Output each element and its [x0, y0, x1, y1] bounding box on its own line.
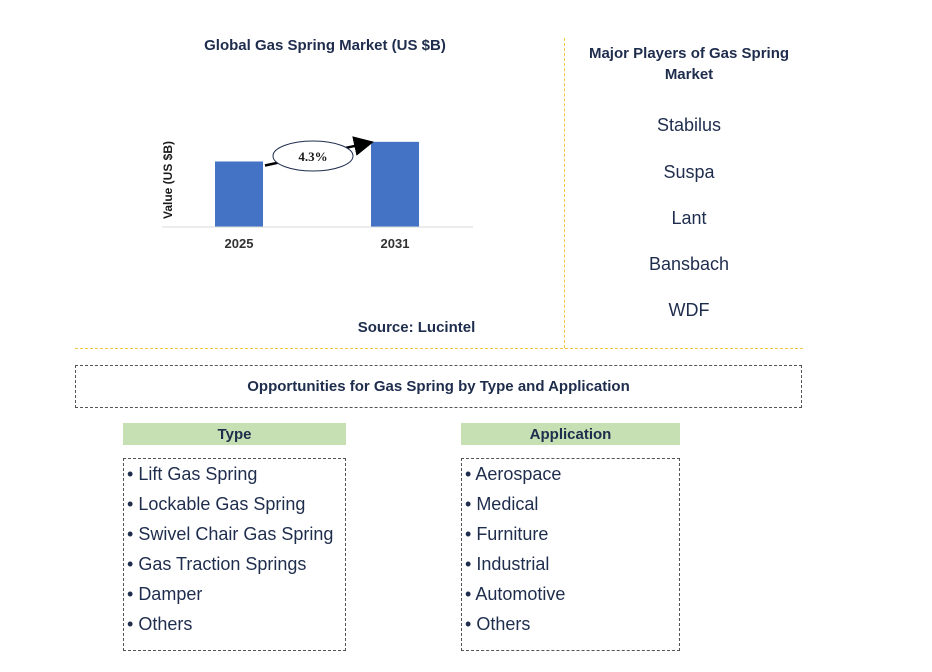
- application-item-text: Furniture: [476, 524, 549, 544]
- type-header: Type: [123, 423, 346, 445]
- type-item-text: Gas Traction Springs: [138, 554, 307, 574]
- type-header-label: Type: [217, 425, 252, 443]
- application-header: Application: [461, 423, 680, 445]
- type-item-text: Swivel Chair Gas Spring: [138, 524, 334, 544]
- application-item-text: Others: [476, 614, 531, 634]
- application-item-text: Automotive: [475, 584, 566, 604]
- horizontal-divider: [75, 348, 803, 349]
- list-item: • Damper: [127, 584, 203, 604]
- x-tick-label: 2025: [225, 236, 254, 251]
- player-item: Bansbach: [648, 254, 730, 274]
- bar-2025: [215, 161, 263, 227]
- player-item: Stabilus: [656, 115, 722, 135]
- cagr-label: 4.3%: [298, 149, 327, 164]
- y-axis-label: Value (US $B): [161, 141, 175, 219]
- list-item: • Medical: [465, 494, 539, 514]
- vertical-divider: [564, 38, 565, 348]
- type-item-text: Damper: [138, 584, 203, 604]
- bar-2031: [371, 141, 419, 227]
- list-item: • Swivel Chair Gas Spring: [127, 524, 334, 544]
- cagr-bubble: [272, 140, 354, 172]
- list-item: • Industrial: [465, 554, 550, 574]
- application-header-label: Application: [529, 425, 612, 443]
- application-item-text: Medical: [476, 494, 539, 514]
- opportunities-title-text: Opportunities for Gas Spring by Type and…: [247, 378, 630, 395]
- list-item: • Others: [127, 614, 193, 634]
- player-item: WDF: [668, 300, 710, 320]
- source-note: Source: Lucintel: [357, 319, 476, 336]
- opportunities-title: Opportunities for Gas Spring by Type and…: [75, 365, 802, 408]
- list-item: • Lift Gas Spring: [127, 464, 258, 484]
- type-item-text: Lockable Gas Spring: [138, 494, 306, 514]
- application-item-text: Aerospace: [475, 464, 562, 484]
- application-list: • Aerospace • Medical • Furniture • Indu…: [461, 458, 680, 651]
- list-item: • Gas Traction Springs: [127, 554, 307, 574]
- type-item-text: Others: [138, 614, 193, 634]
- chart-title: Global Gas Spring Market (US $B): [204, 37, 446, 54]
- players-title: Major Players of Gas Spring Market: [588, 45, 790, 83]
- list-item: • Others: [465, 614, 531, 634]
- list-item: • Aerospace: [465, 464, 562, 484]
- player-item: Lant: [671, 208, 707, 228]
- type-item-text: Lift Gas Spring: [138, 464, 258, 484]
- list-item: • Furniture: [465, 524, 549, 544]
- type-list: • Lift Gas Spring • Lockable Gas Spring …: [123, 458, 346, 651]
- player-item: Suspa: [663, 162, 715, 182]
- list-item: • Lockable Gas Spring: [127, 494, 306, 514]
- list-item: • Automotive: [465, 584, 566, 604]
- x-tick-label: 2031: [381, 236, 410, 251]
- application-item-text: Industrial: [476, 554, 550, 574]
